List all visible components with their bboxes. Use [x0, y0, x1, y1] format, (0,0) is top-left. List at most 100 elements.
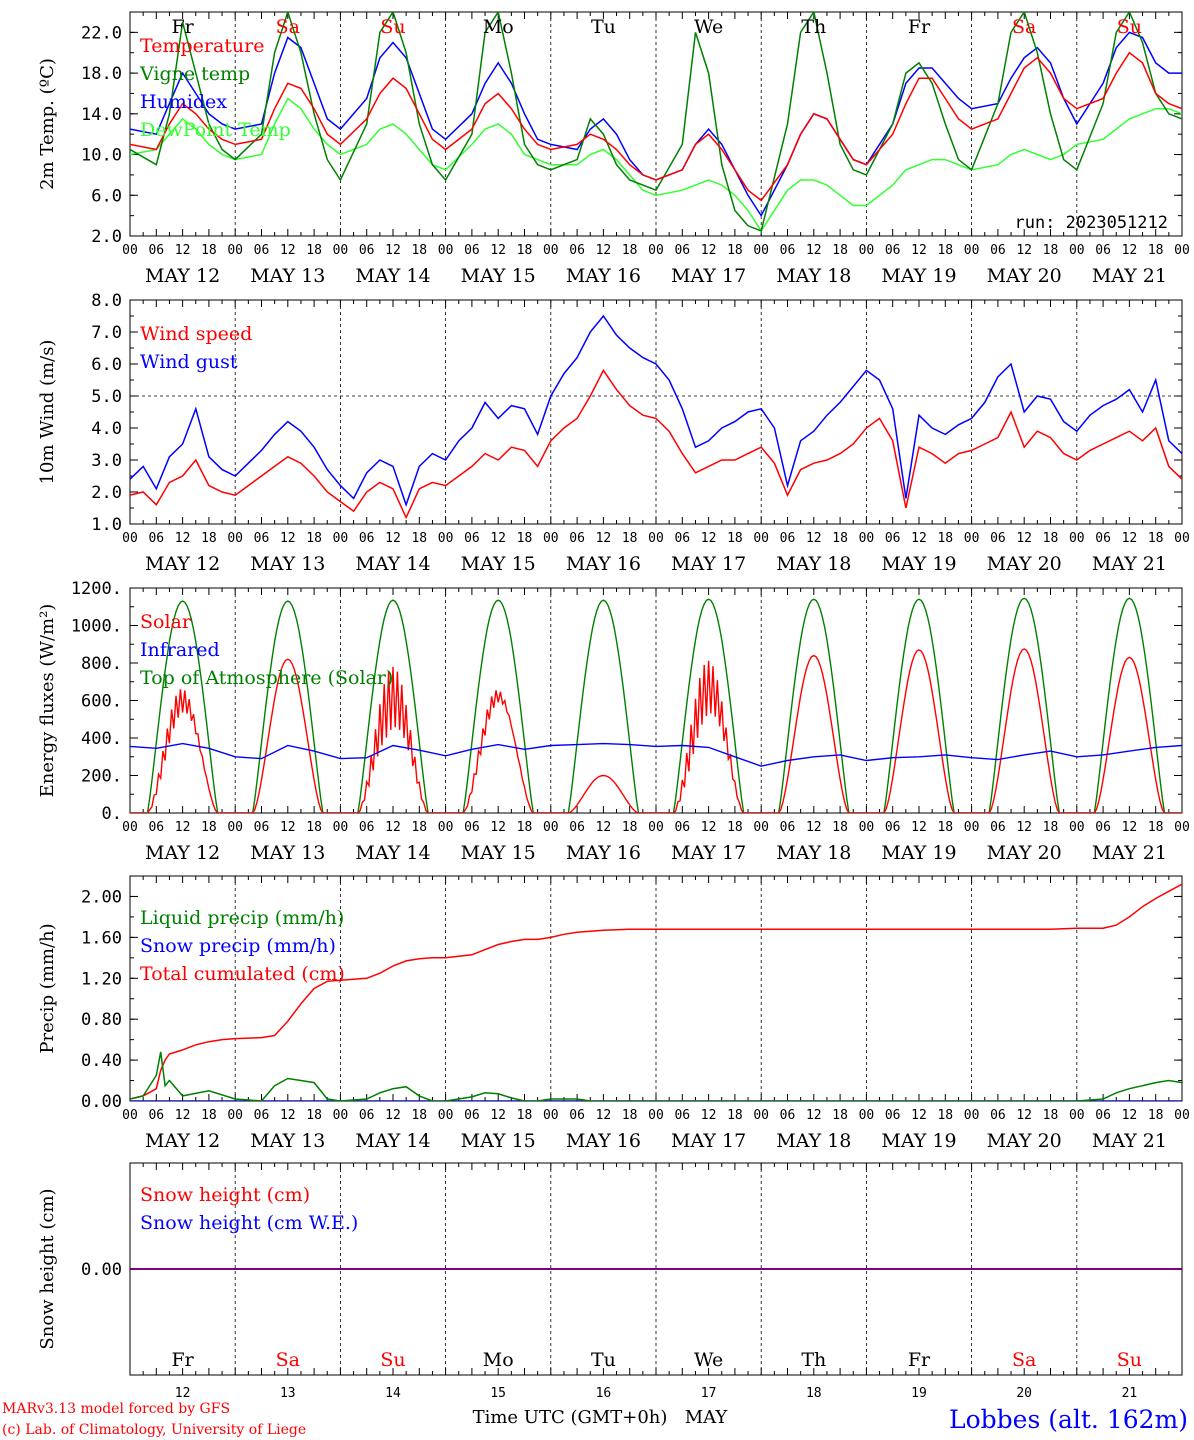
weekday-label-bottom: Sa — [1012, 1349, 1036, 1371]
hour-tick-label: 06 — [148, 820, 164, 835]
hour-tick-label: 12 — [596, 243, 612, 258]
hour-tick-label: 12 — [280, 1108, 296, 1123]
hour-tick-label: 18 — [306, 531, 322, 546]
legend-entry: Vigne temp — [139, 63, 250, 85]
hour-tick-label: 12 — [385, 820, 401, 835]
date-label: MAY 12 — [145, 553, 220, 575]
date-label: MAY 21 — [1092, 842, 1167, 864]
y-axis-label: Energy fluxes (W/m²) — [37, 604, 58, 798]
day-number: 15 — [490, 1386, 506, 1401]
energy-flux-panel: 0. 200. 400. 600. 800. 1000. 1200. Energy fluxe… — [37, 579, 1190, 864]
hour-tick-label: 12 — [175, 531, 191, 546]
hour-tick-label: 18 — [411, 1108, 427, 1123]
hour-tick-label: 18 — [517, 1108, 533, 1123]
series-line-0 — [130, 368, 1182, 520]
hour-tick-label: 00 — [753, 820, 769, 835]
hour-tick-label: 12 — [1016, 1108, 1032, 1123]
hour-tick-label: 00 — [333, 1108, 349, 1123]
hour-tick-label: 18 — [1043, 243, 1059, 258]
y-tick-label: 2.0 — [91, 227, 122, 247]
hour-tick-label: 00 — [1069, 820, 1085, 835]
date-label: MAY 14 — [355, 265, 430, 287]
weekday-label-top: Mo — [483, 16, 514, 38]
hour-tick-label: 12 — [1122, 1108, 1138, 1123]
date-label: MAY 12 — [145, 265, 220, 287]
y-tick-label: 3.0 — [91, 451, 122, 471]
hour-tick-label: 12 — [385, 1108, 401, 1123]
y-tick-label: 4.0 — [91, 419, 122, 439]
date-label: MAY 16 — [566, 553, 641, 575]
date-label: MAY 21 — [1092, 265, 1167, 287]
hour-tick-label: 12 — [490, 243, 506, 258]
hour-tick-label: 12 — [1122, 820, 1138, 835]
day-number: 21 — [1122, 1386, 1138, 1401]
hour-tick-label: 00 — [1174, 243, 1190, 258]
hour-tick-label: 00 — [1069, 243, 1085, 258]
hour-tick-label: 12 — [596, 820, 612, 835]
day-number: 16 — [596, 1386, 612, 1401]
hour-tick-label: 18 — [727, 1108, 743, 1123]
y-axis-label: 2m Temp. (ºC) — [37, 58, 58, 190]
legend-entry: Humidex — [140, 91, 227, 113]
y-axis-label: 10m Wind (m/s) — [37, 340, 58, 485]
hour-tick-label: 18 — [1148, 820, 1164, 835]
hour-tick-label: 18 — [1043, 1108, 1059, 1123]
temperature-panel: 2.0 6.0 10.0 14.0 18.0 22.0 2m Temp. (ºC) 00 06 1… — [37, 11, 1190, 287]
hour-tick-label: 12 — [280, 820, 296, 835]
hour-tick-label: 18 — [832, 531, 848, 546]
y-tick-label: 0. — [102, 804, 122, 824]
y-tick-label: 10.0 — [81, 146, 122, 166]
hour-tick-label: 12 — [806, 243, 822, 258]
date-label: MAY 12 — [145, 842, 220, 864]
date-label: MAY 15 — [461, 842, 536, 864]
legend-entry: Snow precip (mm/h) — [140, 935, 336, 957]
hour-tick-label: 00 — [438, 531, 454, 546]
y-tick-label: 1000. — [71, 617, 122, 637]
series-line-1 — [130, 12, 1182, 232]
weekday-label-bottom: Fr — [171, 1349, 194, 1371]
weekday-label-bottom: We — [694, 1349, 723, 1371]
hour-tick-label: 00 — [859, 820, 875, 835]
hour-tick-label: 18 — [832, 243, 848, 258]
hour-tick-label: 06 — [885, 1108, 901, 1123]
hour-tick-label: 18 — [727, 243, 743, 258]
date-label: MAY 16 — [566, 842, 641, 864]
date-label: MAY 20 — [987, 1130, 1062, 1152]
hour-tick-label: 18 — [937, 1108, 953, 1123]
legend-entry: Total cumulated (cm) — [140, 963, 345, 985]
hour-tick-label: 06 — [569, 531, 585, 546]
hour-tick-label: 06 — [464, 820, 480, 835]
hour-tick-label: 00 — [1174, 531, 1190, 546]
date-label: MAY 19 — [881, 1130, 956, 1152]
hour-tick-label: 12 — [280, 243, 296, 258]
date-label: MAY 16 — [566, 265, 641, 287]
day-number: 19 — [911, 1386, 927, 1401]
weekday-label-bottom: Tu — [591, 1349, 616, 1371]
series-line-1 — [130, 314, 1182, 508]
hour-tick-label: 00 — [438, 1108, 454, 1123]
weekday-label-bottom: Su — [380, 1349, 405, 1371]
hour-tick-label: 06 — [148, 1108, 164, 1123]
hour-tick-label: 18 — [411, 820, 427, 835]
series-line-0 — [130, 1051, 1182, 1101]
hour-tick-label: 06 — [990, 820, 1006, 835]
hour-tick-label: 06 — [674, 531, 690, 546]
hour-tick-label: 12 — [911, 531, 927, 546]
y-tick-label: 6.0 — [91, 355, 122, 375]
hour-tick-label: 00 — [964, 243, 980, 258]
hour-tick-label: 00 — [1174, 1108, 1190, 1123]
hour-tick-label: 12 — [175, 243, 191, 258]
hour-tick-label: 12 — [490, 820, 506, 835]
hour-tick-label: 00 — [122, 531, 138, 546]
date-label: MAY 17 — [671, 265, 746, 287]
wind-panel: 1.0 2.0 3.0 4.0 5.0 6.0 7.0 8.0 10m Wind (m/s) 00… — [37, 291, 1190, 575]
y-tick-label: 2.0 — [91, 483, 122, 503]
hour-tick-label: 12 — [701, 243, 717, 258]
hour-tick-label: 00 — [122, 1108, 138, 1123]
hour-tick-label: 00 — [122, 243, 138, 258]
date-label: MAY 12 — [145, 1130, 220, 1152]
hour-tick-label: 18 — [517, 820, 533, 835]
hour-tick-label: 00 — [859, 1108, 875, 1123]
hour-tick-label: 06 — [359, 820, 375, 835]
legend-entry: Liquid precip (mm/h) — [140, 907, 344, 929]
